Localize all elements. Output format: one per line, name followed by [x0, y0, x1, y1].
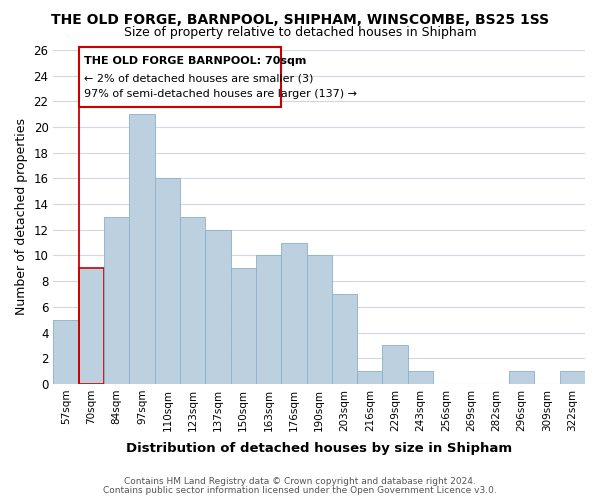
Text: ← 2% of detached houses are smaller (3): ← 2% of detached houses are smaller (3)	[84, 73, 313, 83]
X-axis label: Distribution of detached houses by size in Shipham: Distribution of detached houses by size …	[126, 442, 512, 455]
Bar	[155, 178, 180, 384]
Bar	[53, 320, 79, 384]
Bar	[509, 371, 535, 384]
Y-axis label: Number of detached properties: Number of detached properties	[15, 118, 28, 316]
Text: THE OLD FORGE, BARNPOOL, SHIPHAM, WINSCOMBE, BS25 1SS: THE OLD FORGE, BARNPOOL, SHIPHAM, WINSCO…	[51, 12, 549, 26]
Bar	[130, 114, 155, 384]
Text: 97% of semi-detached houses are larger (137) →: 97% of semi-detached houses are larger (…	[84, 88, 357, 99]
Bar	[560, 371, 585, 384]
Bar	[281, 242, 307, 384]
Bar	[205, 230, 230, 384]
Bar	[104, 217, 130, 384]
Bar	[180, 217, 205, 384]
Bar	[79, 268, 104, 384]
FancyBboxPatch shape	[79, 48, 281, 106]
Text: Size of property relative to detached houses in Shipham: Size of property relative to detached ho…	[124, 26, 476, 39]
Bar	[230, 268, 256, 384]
Bar	[332, 294, 357, 384]
Bar	[256, 256, 281, 384]
Bar	[357, 371, 382, 384]
Bar	[307, 256, 332, 384]
Text: Contains HM Land Registry data © Crown copyright and database right 2024.: Contains HM Land Registry data © Crown c…	[124, 477, 476, 486]
Text: THE OLD FORGE BARNPOOL: 70sqm: THE OLD FORGE BARNPOOL: 70sqm	[84, 56, 306, 66]
Bar	[382, 346, 408, 384]
Bar	[408, 371, 433, 384]
Text: Contains public sector information licensed under the Open Government Licence v3: Contains public sector information licen…	[103, 486, 497, 495]
